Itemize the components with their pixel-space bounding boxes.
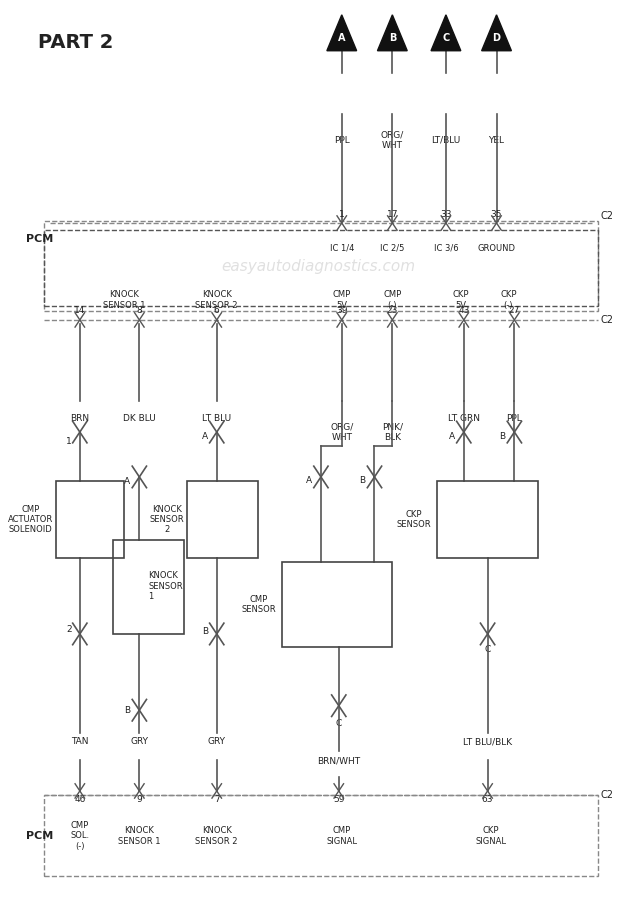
Polygon shape xyxy=(378,14,407,50)
Text: LT BLU: LT BLU xyxy=(202,414,231,423)
Text: 1: 1 xyxy=(339,210,345,219)
Text: KNOCK
SENSOR 2: KNOCK SENSOR 2 xyxy=(195,826,238,845)
Text: 35: 35 xyxy=(491,210,502,219)
Text: PART 2: PART 2 xyxy=(38,32,114,52)
Text: 46: 46 xyxy=(74,796,85,805)
Text: PCM: PCM xyxy=(26,234,54,244)
Text: CMP
SENSOR: CMP SENSOR xyxy=(242,595,276,615)
Text: ORG/
WHT: ORG/ WHT xyxy=(381,130,404,150)
Bar xyxy=(112,540,184,634)
Text: LT GRN: LT GRN xyxy=(448,414,480,423)
Text: 6: 6 xyxy=(214,306,219,315)
Text: 1: 1 xyxy=(66,436,72,446)
Text: C2: C2 xyxy=(601,212,614,221)
Text: IC 1/4: IC 1/4 xyxy=(329,244,354,253)
Text: B: B xyxy=(360,476,366,485)
Text: A: A xyxy=(201,432,208,441)
Text: B: B xyxy=(201,626,208,635)
Bar xyxy=(44,230,598,306)
Text: TAN: TAN xyxy=(71,737,88,746)
Text: A: A xyxy=(449,432,455,441)
Bar xyxy=(187,482,258,558)
Text: PNK/
BLK: PNK/ BLK xyxy=(382,422,403,442)
Text: 7: 7 xyxy=(214,796,219,805)
Text: IC 3/6: IC 3/6 xyxy=(434,244,458,253)
Text: C: C xyxy=(336,719,342,728)
Text: 33: 33 xyxy=(440,210,452,219)
Text: DK BLU: DK BLU xyxy=(123,414,156,423)
Text: 27: 27 xyxy=(509,306,520,315)
Text: KNOCK
SENSOR 1: KNOCK SENSOR 1 xyxy=(118,826,161,845)
Text: ORG/
WHT: ORG/ WHT xyxy=(330,422,353,442)
Text: B: B xyxy=(124,706,130,715)
Text: CMP
SOL.
(-): CMP SOL. (-) xyxy=(70,821,90,850)
Text: C2: C2 xyxy=(601,315,614,325)
Text: IC 2/5: IC 2/5 xyxy=(380,244,405,253)
Text: PPL: PPL xyxy=(507,414,522,423)
Text: CMP
ACTUATOR
SOLENOID: CMP ACTUATOR SOLENOID xyxy=(8,505,53,535)
Polygon shape xyxy=(327,14,357,50)
Text: 17: 17 xyxy=(387,210,398,219)
Text: YEL: YEL xyxy=(488,136,504,145)
Polygon shape xyxy=(481,14,512,50)
Text: 63: 63 xyxy=(482,796,493,805)
Text: C2: C2 xyxy=(601,790,614,800)
Text: easyautodiagnostics.com: easyautodiagnostics.com xyxy=(221,258,415,274)
Text: A: A xyxy=(124,477,130,486)
Text: KNOCK
SENSOR
2: KNOCK SENSOR 2 xyxy=(150,505,184,535)
Text: CKP
5V: CKP 5V xyxy=(452,291,469,310)
Text: PPL: PPL xyxy=(334,136,350,145)
Text: KNOCK
SENSOR 2: KNOCK SENSOR 2 xyxy=(195,291,238,310)
Text: CKP
SIGNAL: CKP SIGNAL xyxy=(475,826,506,845)
Text: 39: 39 xyxy=(336,306,347,315)
Bar xyxy=(56,482,124,558)
Text: 59: 59 xyxy=(333,796,344,805)
Text: B: B xyxy=(389,33,396,43)
Polygon shape xyxy=(431,14,461,50)
Text: CMP
(-): CMP (-) xyxy=(383,291,402,310)
Text: 2: 2 xyxy=(67,625,72,634)
Text: LT BLU/BLK: LT BLU/BLK xyxy=(463,737,512,746)
Text: KNOCK
SENSOR 1: KNOCK SENSOR 1 xyxy=(103,291,146,310)
Bar xyxy=(437,482,538,558)
Text: GRY: GRY xyxy=(130,737,148,746)
Text: PCM: PCM xyxy=(26,831,54,841)
Text: 8: 8 xyxy=(137,306,142,315)
Text: CKP
SENSOR: CKP SENSOR xyxy=(396,509,431,529)
Bar xyxy=(282,562,392,647)
Text: A: A xyxy=(306,476,312,485)
Text: D: D xyxy=(493,33,501,43)
Text: 14: 14 xyxy=(74,306,85,315)
Text: BRN/WHT: BRN/WHT xyxy=(317,757,360,766)
Text: B: B xyxy=(499,432,506,441)
Text: CMP
SIGNAL: CMP SIGNAL xyxy=(326,826,357,845)
Text: C: C xyxy=(485,644,491,653)
Text: GROUND: GROUND xyxy=(478,244,515,253)
Bar xyxy=(44,796,598,877)
Text: CKP
(-): CKP (-) xyxy=(500,291,517,310)
Text: 43: 43 xyxy=(458,306,470,315)
Text: 9: 9 xyxy=(137,796,142,805)
Text: GRY: GRY xyxy=(208,737,226,746)
Text: C: C xyxy=(442,33,449,43)
Text: 23: 23 xyxy=(387,306,398,315)
Text: A: A xyxy=(338,33,345,43)
Bar xyxy=(44,221,598,310)
Text: BRN: BRN xyxy=(70,414,90,423)
Text: KNOCK
SENSOR
1: KNOCK SENSOR 1 xyxy=(148,572,183,601)
Text: LT/BLU: LT/BLU xyxy=(431,136,460,145)
Text: CMP
5V: CMP 5V xyxy=(332,291,351,310)
